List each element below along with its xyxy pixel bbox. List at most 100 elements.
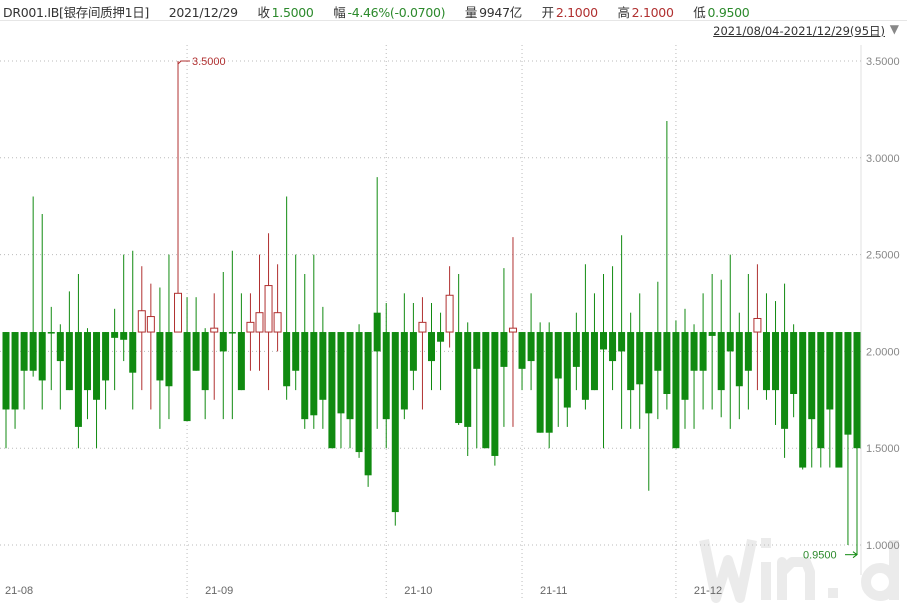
candle-body-down: [437, 332, 445, 342]
candle-body-up: [273, 312, 282, 333]
candle-body-up: [174, 292, 183, 333]
candle-body-down: [545, 332, 553, 433]
candle-body-down: [654, 332, 662, 371]
candle-body-down: [310, 332, 318, 416]
y-tick-label: 1.0000: [866, 540, 900, 552]
candle-body-down: [20, 332, 28, 371]
candle-body-down: [292, 332, 300, 371]
quote-date: 2021/12/29: [168, 5, 238, 20]
volume-value: 9947亿: [479, 5, 522, 20]
candle-body-down: [382, 332, 390, 420]
candle-body-down: [699, 332, 707, 371]
candle-body-down: [111, 332, 119, 338]
candle-body-down: [853, 332, 861, 449]
change-value: -4.46%(-0.0700): [347, 5, 446, 20]
candle-body-down: [228, 332, 236, 334]
candle-body-down: [817, 332, 825, 449]
candle-body-up: [508, 327, 517, 333]
candle-body-down: [83, 332, 91, 391]
candle-body-down: [518, 332, 526, 369]
candle-body-down: [201, 332, 209, 391]
candle-body-up: [418, 321, 427, 333]
candle-body-down: [391, 332, 399, 513]
candle-body-down: [609, 332, 617, 362]
candle-body-down: [708, 332, 716, 336]
candle-body-down: [93, 332, 101, 400]
min-marker-arrow: [852, 551, 858, 559]
close-value: 1.5000: [271, 5, 314, 20]
candle-body-down: [2, 332, 10, 410]
candle-body-down: [500, 332, 508, 367]
candle-body-down: [799, 332, 807, 468]
candle-body-down: [29, 332, 37, 371]
x-tick-label: 21-10: [404, 585, 432, 597]
candle-body-down: [364, 332, 372, 476]
candle-body-up: [264, 285, 273, 333]
candle-body-down: [283, 332, 291, 387]
candle-body-down: [56, 332, 64, 362]
triangle-down-icon[interactable]: ▼: [889, 22, 899, 36]
candle-body-down: [835, 332, 843, 468]
quote-header: DR001.IB[银存间质押1日] 2021/12/29 收 1.5000 幅 -4…: [3, 2, 751, 21]
candle-body-down: [473, 332, 481, 369]
candle-body-down: [627, 332, 635, 391]
candle-body-down: [690, 332, 698, 371]
candle-body-down: [844, 332, 852, 435]
x-tick-label: 21-08: [5, 585, 33, 597]
candle-body-down: [762, 332, 770, 391]
x-tick-label: 21-12: [694, 585, 722, 597]
candle-body-down: [581, 332, 589, 400]
candle-body-down: [717, 332, 725, 391]
date-range-selector[interactable]: 2021/08/04-2021/12/29(95日): [713, 24, 885, 38]
candle-body-down: [319, 332, 327, 400]
candle-body-down: [744, 332, 752, 371]
candle-body-down: [482, 332, 490, 449]
candle-body-up: [445, 294, 454, 333]
candle-body-down: [636, 332, 644, 385]
candle-body-down: [645, 332, 653, 414]
y-tick-label: 2.5000: [866, 250, 900, 262]
candle-body-down: [102, 332, 110, 381]
candle-body-down: [373, 312, 381, 352]
candle-body-down: [590, 332, 598, 391]
candle-body-up: [137, 310, 146, 333]
volume-label: 量: [464, 5, 478, 20]
candle-body-down: [826, 332, 834, 410]
low-value: 0.9500: [707, 5, 750, 20]
y-tick-label: 1.5000: [866, 443, 900, 455]
candle-body-up: [146, 316, 155, 333]
candle-body-up: [753, 317, 762, 333]
min-annotation: 0.9500: [803, 550, 837, 562]
high-label: 高: [617, 5, 630, 20]
candle-body-down: [772, 332, 780, 391]
candle-body-down: [328, 332, 336, 449]
close-label: 收: [257, 5, 270, 20]
y-tick-label: 3.5000: [866, 56, 900, 68]
candle-body-down: [129, 332, 137, 373]
candle-body-down: [11, 332, 19, 410]
x-tick-label: 21-09: [205, 585, 233, 597]
candle-body-down: [618, 332, 626, 352]
y-tick-label: 2.0000: [866, 346, 900, 358]
candle-body-down: [74, 332, 82, 427]
candle-body-down: [672, 332, 680, 449]
candle-body-down: [681, 332, 689, 400]
candle-body-down: [808, 332, 816, 420]
candle-body-down: [337, 332, 345, 414]
candle-body-down: [183, 332, 191, 422]
candle-body-down: [355, 332, 363, 453]
candle-body-down: [409, 332, 417, 371]
candle-body-down: [455, 332, 463, 424]
candle-body-down: [301, 332, 309, 420]
candle-body-down: [192, 332, 200, 371]
candle-body-down: [38, 332, 46, 381]
high-value: 2.1000: [631, 5, 674, 20]
open-label: 开: [541, 5, 555, 20]
candle-body-down: [156, 332, 164, 381]
candle-body-down: [563, 332, 571, 408]
candle-body-down: [65, 332, 73, 391]
candle-body-down: [735, 332, 743, 387]
candle-body-down: [726, 332, 734, 352]
